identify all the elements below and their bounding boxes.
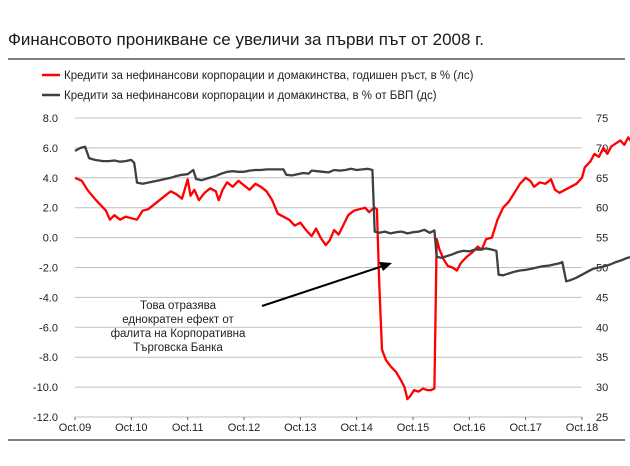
series-lines — [74, 136, 630, 401]
left-tick-label: -10.0 — [33, 382, 58, 394]
x-tick-label: Oct.16 — [453, 422, 485, 434]
annotation-line-2: еднократен ефект от — [122, 314, 234, 326]
legend-label-grey: Кредити за нефинансови корпорации и дома… — [64, 90, 437, 102]
left-tick-label: -8.0 — [39, 352, 58, 364]
x-tick-label: Oct.11 — [172, 422, 204, 434]
right-tick-label: 35 — [596, 352, 608, 364]
right-tick-label: 55 — [596, 233, 608, 245]
annotation-line-3: фалита на Корпоративна — [111, 328, 246, 340]
gridlines — [75, 117, 582, 418]
x-tick-label: Oct.10 — [115, 422, 147, 434]
x-tick-label: Oct.09 — [59, 422, 91, 434]
annotation-line-1: Това отразява — [140, 300, 217, 312]
left-tick-label: 4.0 — [43, 173, 58, 185]
annotation-arrowhead — [379, 262, 392, 271]
left-tick-label: -12.0 — [33, 412, 58, 424]
x-tick-label: Oct.15 — [397, 422, 429, 434]
left-axis-ticks: 8.0 6.0 4.0 2.0 0.0 -2.0 -4.0 -6.0 -8.0 -10.0 -12.… — [33, 113, 58, 424]
left-tick-label: 8.0 — [43, 113, 58, 125]
chart-title: Финансовото проникване се увеличи за пър… — [8, 30, 485, 49]
right-tick-label: 30 — [596, 382, 608, 394]
x-tick-label: Oct.14 — [340, 422, 372, 434]
right-tick-label: 75 — [596, 113, 608, 125]
x-tick-label: Oct.12 — [228, 422, 260, 434]
right-tick-label: 65 — [596, 173, 608, 185]
right-tick-label: 40 — [596, 322, 608, 334]
left-tick-label: -2.0 — [39, 263, 58, 275]
left-tick-label: 2.0 — [43, 203, 58, 215]
legend: Кредити за нефинансови корпорации и дома… — [42, 70, 474, 102]
x-tick-label: Oct.18 — [566, 422, 598, 434]
left-tick-label: 6.0 — [43, 143, 58, 155]
annotation-line-4: Търговска Банка — [133, 342, 223, 354]
x-tick-label: Oct.13 — [284, 422, 316, 434]
legend-label-red: Кредити за нефинансови корпорации и дома… — [64, 70, 474, 82]
right-tick-label: 60 — [596, 203, 608, 215]
x-tick-label: Oct.17 — [509, 422, 541, 434]
left-tick-label: 0.0 — [43, 233, 58, 245]
left-tick-label: -6.0 — [39, 322, 58, 334]
annotation: Това отразява еднократен ефект от фалита… — [111, 262, 392, 354]
left-tick-label: -4.0 — [39, 292, 58, 304]
annotation-arrow-line — [261, 265, 384, 307]
series-line-credit-to-gdp — [74, 145, 630, 283]
series-line-credit-growth — [74, 136, 630, 401]
right-tick-label: 25 — [596, 412, 608, 424]
x-axis-ticks: Oct.09 Oct.10 Oct.11 Oct.12 Oct.13 Oct.14 Oct.… — [59, 417, 598, 434]
right-tick-label: 45 — [596, 292, 608, 304]
